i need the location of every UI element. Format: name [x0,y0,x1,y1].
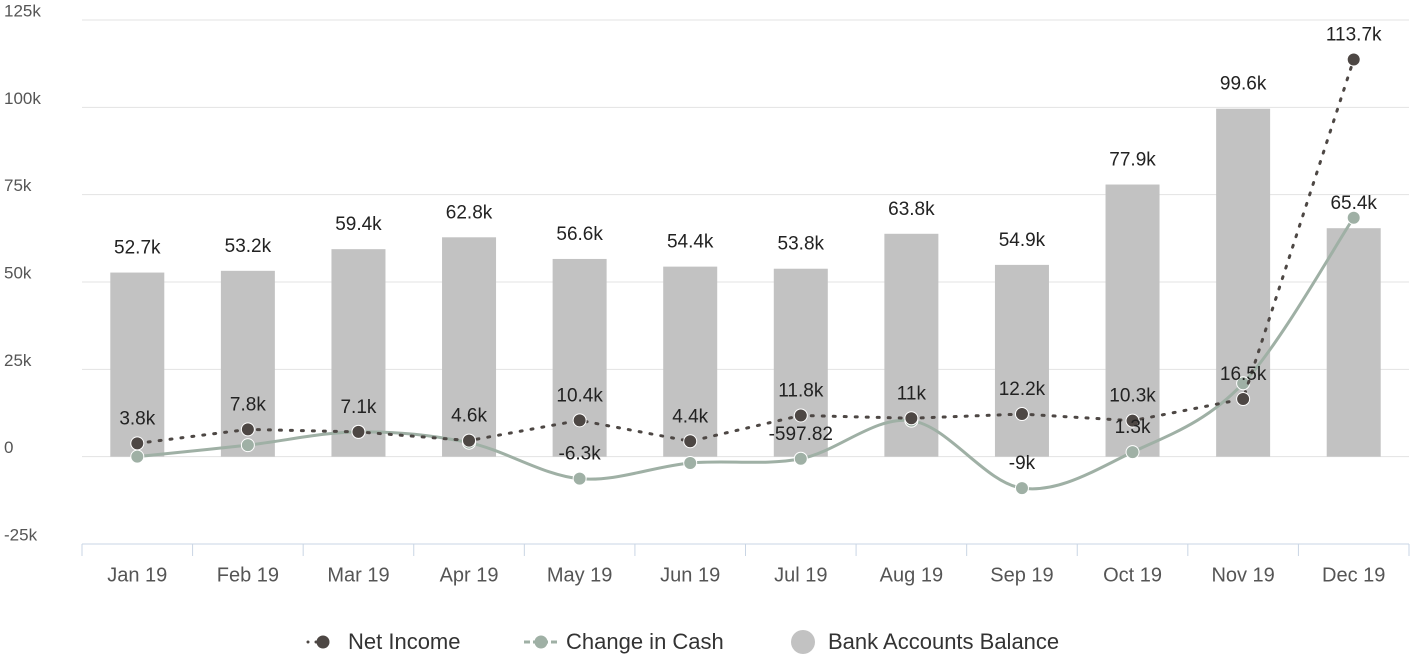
x-tick-label: Nov 19 [1211,564,1274,586]
x-tick-label: Dec 19 [1322,564,1385,586]
legend-item: Net Income [306,629,461,654]
y-tick-label: 100k [4,89,41,108]
point [572,413,587,428]
data-label: 11k [897,383,927,404]
bar [994,264,1049,457]
x-tick-label: Jan 19 [107,564,167,586]
data-label: 11.8k [778,380,824,401]
data-label: 54.9k [999,230,1046,251]
x-tick-label: Sep 19 [990,564,1053,586]
point [683,434,698,449]
point [1014,481,1029,496]
point [130,449,145,464]
y-tick-label: 75k [4,176,32,195]
point [1014,407,1029,422]
point [683,455,698,470]
bar [442,237,497,457]
point [462,433,477,448]
data-label: 65.4k [1330,193,1377,214]
data-label: 4.6k [451,406,487,427]
legend-label: Change in Cash [566,629,724,654]
bar [1326,228,1381,457]
legend-item: Bank Accounts Balance [791,629,1059,654]
point [240,422,255,437]
y-tick-label: 50k [4,263,32,282]
point [351,424,366,439]
bar [773,268,828,457]
x-tick-label: Oct 19 [1103,564,1162,586]
legend-label: Net Income [348,629,461,654]
y-tick-label: 125k [4,1,41,20]
y-tick-label: 0 [4,438,13,457]
point [904,411,919,426]
legend-symbol [534,635,548,649]
bar [331,249,386,457]
data-label: 7.1k [340,397,376,418]
data-label: 52.7k [114,238,161,259]
series-line [135,216,1356,491]
data-label: 54.4k [667,232,714,253]
data-label: 10.4k [556,385,603,406]
series-line [135,57,1356,445]
point [1125,413,1140,428]
data-label: 63.8k [888,199,935,220]
data-label: 7.8k [230,394,266,415]
data-label: 62.8k [446,202,493,223]
data-label: 77.9k [1109,150,1156,171]
data-label: 4.4k [672,406,708,427]
legend-dot [306,640,310,644]
data-label: 99.6k [1220,74,1267,95]
data-label: 1.3k [1115,417,1151,438]
bar [110,272,165,457]
data-label: 113.7k [1326,24,1382,45]
x-tick-label: Apr 19 [440,564,499,586]
legend-item: Change in Cash [524,629,724,654]
point [572,471,587,486]
x-tick-label: Feb 19 [217,564,279,586]
bar [1105,184,1160,457]
point [793,408,808,423]
x-tick-label: Mar 19 [327,564,389,586]
point [1346,210,1361,225]
data-label: 16.5k [1220,364,1267,385]
data-label: -597.82 [769,424,833,445]
data-label: 12.2k [999,379,1046,400]
y-tick-label: 25k [4,351,32,370]
data-label: 10.3k [1109,386,1156,407]
legend-symbol [316,635,330,649]
x-tick-label: Jul 19 [774,564,827,586]
bar [663,266,718,457]
point [1125,445,1140,460]
point [240,438,255,453]
x-tick-label: Aug 19 [880,564,943,586]
data-label: -9k [1009,453,1036,474]
data-label: 53.2k [225,236,272,257]
point [130,436,145,451]
point [793,451,808,466]
point [1236,392,1251,407]
legend-label: Bank Accounts Balance [828,629,1059,654]
data-label: -6.3k [559,444,602,465]
data-label: 59.4k [335,214,382,235]
data-label: 3.8k [119,408,155,429]
y-tick-label: -25k [4,525,38,544]
x-tick-label: May 19 [547,564,613,586]
legend-symbol [791,630,815,654]
x-tick-label: Jun 19 [660,564,720,586]
point [1346,52,1361,67]
data-label: 53.8k [778,234,825,255]
data-label: 56.6k [556,224,603,245]
